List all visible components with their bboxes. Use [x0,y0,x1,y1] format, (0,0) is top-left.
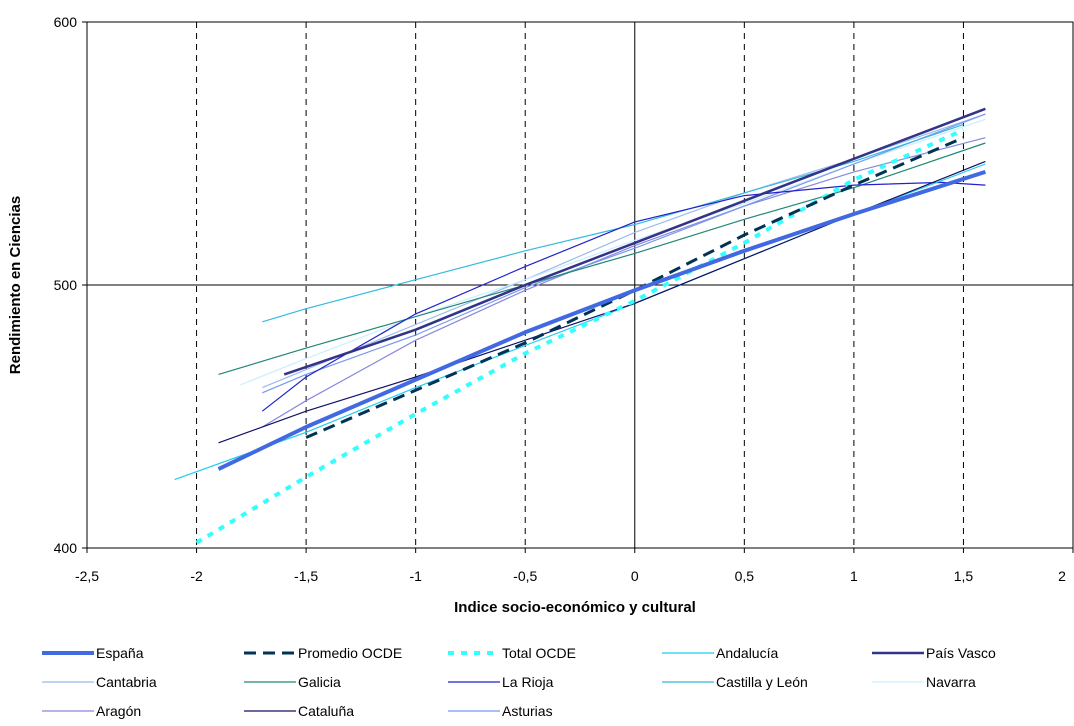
series-line-la-rioja [261,181,986,412]
y-axis-title: Rendimiento en Ciencias [7,196,24,374]
y-tick-label-0: 400 [54,540,78,556]
legend-label-navarra: Navarra [926,674,976,690]
x-tick-label-5: 0 [631,568,639,584]
legend-label-pais-vasco: País Vasco [926,645,996,661]
legend-label-galicia: Galicia [298,674,341,690]
x-tick-labels: -2,5 -2 -1,5 -1 -0,5 0 0,5 1 1,5 2 [75,548,1074,584]
x-tick-label-0: -2,5 [75,568,99,584]
legend-label-aragon: Aragón [96,703,141,719]
y-tick-labels: 400 500 600 [54,14,87,556]
series-lines [174,107,987,545]
legend-label-total-ocde: Total OCDE [502,645,576,661]
legend-label-asturias: Asturias [502,703,553,719]
series-line-pais-vasco [283,107,986,376]
legend-label-cantabria: Cantabria [96,674,157,690]
y-tick-label-2: 600 [54,14,78,30]
x-tick-label-4: -0,5 [513,568,537,584]
gridlines [87,22,1073,548]
x-tick-label-1: -2 [190,568,203,584]
legend-label-castilla-y-leon: Castilla y León [716,674,808,690]
x-tick-label-8: 1,5 [954,568,974,584]
series-line-galicia [218,142,986,375]
x-tick-label-3: -1 [409,568,422,584]
legend-label-la-rioja: La Rioja [502,674,554,690]
x-tick-label-7: 1 [850,568,858,584]
x-axis-title: Indice socio-económico y cultural [454,599,696,616]
series-line-asturias [262,113,986,394]
x-tick-label-6: 0,5 [735,568,755,584]
legend-label-espana: España [96,645,144,661]
x-tick-label-9: 2 [1058,568,1066,584]
legend-label-cataluna: Cataluña [298,703,354,719]
legend: España Promedio OCDE Total OCDE Andalucía Pa… [42,645,996,719]
y-tick-label-1: 500 [54,277,78,293]
series-line-espana [217,169,987,471]
legend-label-promedio-ocde: Promedio OCDE [298,645,402,661]
x-tick-label-2: -1,5 [294,568,318,584]
legend-label-andalucia: Andalucía [716,645,778,661]
series-line-promedio-ocde [305,136,964,439]
series-line-total-ocde [195,127,965,545]
